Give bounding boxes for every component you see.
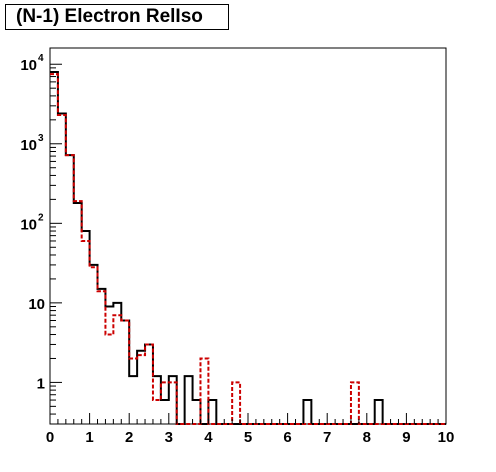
x-axis: 0 1 2 3 4 5 6 7 8 9 10 — [46, 413, 455, 446]
x-tick-label: 7 — [323, 429, 331, 446]
x-tick-label: 1 — [85, 429, 93, 446]
x-tick-label: 6 — [283, 429, 291, 446]
x-tick-label: 0 — [46, 429, 54, 446]
series-1-step-line — [50, 73, 446, 425]
y-tick-label: 1 — [37, 375, 45, 392]
x-tick-label: 2 — [125, 429, 133, 446]
x-tick-label: 9 — [402, 429, 410, 446]
chart-title: (N-1) Electron RelIso — [5, 4, 229, 30]
y-tick-label: 10 — [28, 296, 45, 313]
x-tick-label: 8 — [363, 429, 371, 446]
x-tick-label: 10 — [438, 429, 455, 446]
y-tick-exponent: 2 — [38, 212, 44, 223]
y-tick-label: 10 — [20, 216, 37, 233]
x-tick-label: 4 — [204, 429, 213, 446]
x-tick-label: 3 — [165, 429, 173, 446]
plot-frame — [49, 47, 447, 425]
y-tick-label: 10 — [20, 137, 37, 154]
y-tick-label: 10 — [20, 57, 37, 74]
y-tick-exponent: 3 — [38, 133, 44, 144]
x-tick-label: 5 — [244, 429, 252, 446]
y-tick-exponent: 4 — [38, 53, 44, 64]
series-layer — [50, 70, 446, 425]
